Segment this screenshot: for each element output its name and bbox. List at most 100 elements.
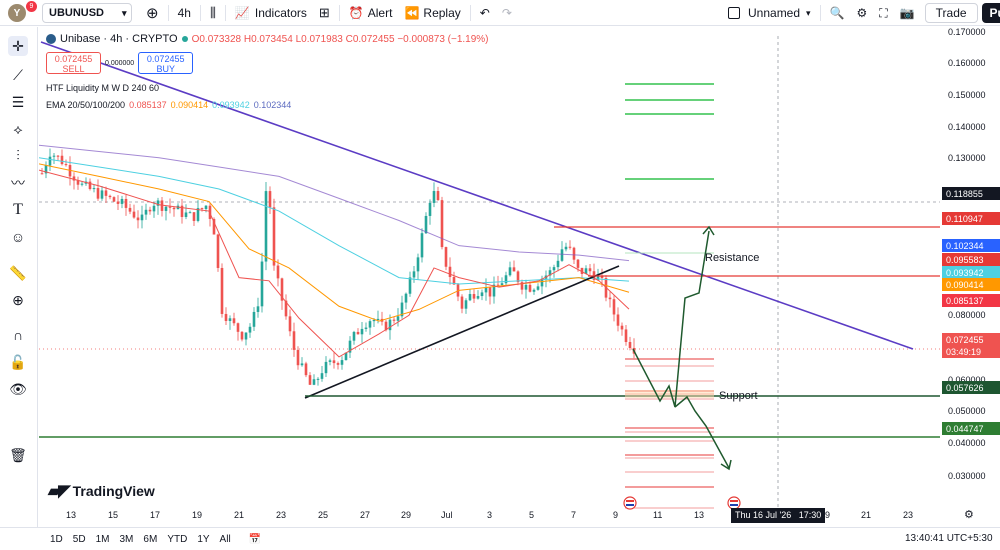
layout-name: Unnamed (748, 6, 801, 20)
candle-body (116, 201, 120, 204)
htf-label: HTF Liquidity M W D 240 60 (46, 83, 160, 93)
candle-body (60, 155, 64, 165)
candle-body (72, 176, 76, 181)
buy-button[interactable]: 0.072455 BUY (138, 52, 194, 74)
price-chart[interactable] (39, 27, 940, 525)
range-1m[interactable]: 1M (95, 533, 110, 545)
prediction-icon[interactable]: ⫶ (16, 146, 20, 163)
ruler-icon[interactable]: 📏 (9, 264, 27, 281)
settings-gear-icon[interactable]: ⚙ (856, 6, 868, 20)
redo-icon[interactable]: ↷ (501, 6, 512, 20)
ema200-price-tag: 0.102344 (942, 239, 1000, 252)
interval-button[interactable]: 4h (177, 6, 191, 20)
date-range-icon[interactable]: 📅 (248, 533, 262, 545)
candle-body (56, 155, 60, 157)
trade-button[interactable]: Trade (924, 3, 978, 23)
candle-body (308, 375, 312, 385)
candle-body (548, 270, 552, 276)
range-all[interactable]: All (219, 533, 231, 545)
candle-body (588, 268, 592, 272)
publish-button[interactable]: Pu (981, 3, 1000, 23)
time-tick: 19 (192, 510, 203, 520)
quick-search-icon[interactable]: 🔍 (829, 6, 845, 20)
candle-body (184, 212, 188, 217)
candles-icon[interactable]: ⫼ (209, 5, 216, 20)
tradingview-logo: ▰◤ TradingView (48, 481, 155, 501)
trash-icon[interactable]: 🗑 (9, 446, 27, 463)
range-1y[interactable]: 1Y (197, 533, 210, 545)
buy-sell-panel: 0.072455 SELL 0.000000 0.072455 BUY (46, 52, 194, 74)
time-tick: 21 (234, 510, 245, 520)
candle-body (512, 267, 516, 272)
candle-body (420, 233, 424, 258)
templates-icon[interactable]: ⊞ (318, 5, 330, 20)
candle-body (488, 287, 492, 297)
camera-icon[interactable]: 📷 (899, 6, 915, 20)
alert-button[interactable]: ⏰ Alert (343, 0, 399, 26)
crosshair-time-label: Thu 16 Jul '26 17:30 (731, 508, 826, 523)
fib-retracement-icon[interactable]: ☰ (11, 93, 25, 110)
candle-body (508, 267, 512, 276)
price-axis[interactable]: 0.170000 0.160000 0.150000 0.140000 0.13… (940, 27, 1000, 507)
emoji-icon[interactable]: ☺ (10, 229, 26, 245)
candle-body (320, 373, 324, 379)
candle-body (132, 211, 136, 218)
candle-body (88, 181, 92, 190)
add-symbol-icon[interactable]: ⊕ (146, 5, 159, 22)
symbol-search[interactable]: UBUNUSD ▾ (42, 3, 132, 23)
trend-line-icon[interactable]: ⟋ (13, 66, 23, 83)
range-5d[interactable]: 5D (72, 533, 86, 545)
brush-icon[interactable]: 〰 (11, 175, 25, 191)
indicators-label: Indicators (254, 6, 307, 20)
candle-body (556, 260, 560, 268)
candle-body (516, 271, 520, 283)
market-status-icon (181, 36, 188, 42)
ema20-price-tag: 0.085137 (942, 294, 1000, 307)
liquidity-zone (625, 390, 714, 398)
candle-body (76, 180, 80, 185)
lock-icon[interactable]: 🔓 (9, 353, 27, 370)
support-price-tag: 0.057626 (942, 381, 1000, 394)
candle-body (212, 218, 216, 235)
htf-liquidity-indicator[interactable]: HTF Liquidity M W D 240 60 (46, 83, 159, 93)
alarm-icon: ⏰ (348, 6, 364, 20)
range-6m[interactable]: 6M (143, 533, 158, 545)
time-tick: 3 (487, 510, 493, 520)
time-axis[interactable]: 13 15 17 19 21 23 25 27 29 Jul 3 5 7 9 1… (39, 507, 974, 525)
candle-body (596, 276, 600, 280)
candle-body (196, 208, 200, 221)
range-1d[interactable]: 1D (50, 533, 63, 545)
ema-label: EMA 20/50/100/200 (46, 100, 126, 110)
magnet-icon[interactable]: ∩ (12, 327, 24, 343)
clock[interactable]: 13:40:41 UTC+5:30 (905, 533, 993, 544)
candle-body (564, 246, 568, 250)
candle-body (288, 316, 292, 332)
price-tick: 0.160000 (948, 58, 986, 68)
range-ytd[interactable]: YTD (167, 533, 188, 545)
candle-body (536, 286, 540, 290)
chevron-down-icon: ▾ (806, 7, 811, 18)
ema100-value: 0.093942 (212, 100, 250, 110)
replay-button[interactable]: ⏪ Replay (398, 0, 466, 26)
visibility-icon[interactable]: 👁 (9, 380, 27, 397)
crosshair-icon[interactable]: ✛ (8, 36, 28, 56)
settings-gear-icon[interactable]: ⚙ (964, 509, 974, 521)
time-tick: 5 (529, 510, 535, 520)
candle-body (496, 284, 500, 286)
candle-body (568, 246, 572, 248)
candle-body (228, 318, 232, 321)
sell-button[interactable]: 0.072455 SELL (46, 52, 101, 74)
avatar[interactable]: Y (8, 4, 26, 22)
pattern-icon[interactable]: ⟡ (13, 120, 23, 137)
range-3m[interactable]: 3M (119, 533, 134, 545)
layout-checkbox[interactable]: Unnamed ▾ (722, 0, 817, 26)
zoom-in-icon[interactable]: ⊕ (12, 291, 24, 308)
text-icon[interactable]: T (13, 201, 23, 218)
ema-lines (39, 144, 630, 358)
fullscreen-icon[interactable]: ⛶ (879, 5, 888, 20)
ema-indicator[interactable]: EMA 20/50/100/200 0.085137 0.090414 0.09… (46, 100, 291, 110)
candle-body (192, 212, 196, 221)
undo-icon[interactable]: ↶ (479, 6, 490, 20)
candle-body (440, 200, 444, 248)
indicators-button[interactable]: 📈 Indicators (229, 0, 313, 26)
